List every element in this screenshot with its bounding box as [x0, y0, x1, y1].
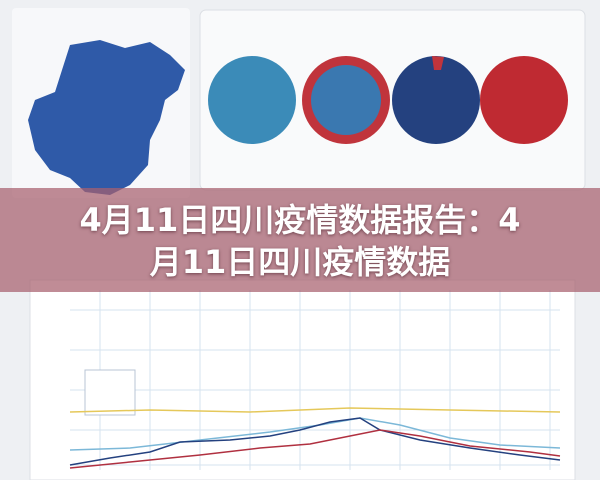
circle — [392, 56, 480, 144]
banner-text-wrap: 4月11日四川疫情数据报告：4月11日四川疫情数据 — [0, 196, 600, 286]
circle — [208, 56, 296, 144]
legend-box — [84, 369, 136, 416]
circle — [480, 56, 568, 144]
line — [69, 429, 561, 469]
banner-title: 4月11日四川疫情数据报告：4月11日四川疫情数据 — [79, 201, 521, 281]
grid — [70, 290, 560, 470]
line — [69, 417, 561, 451]
circle — [311, 65, 381, 135]
line — [69, 407, 561, 413]
map-shape — [28, 40, 185, 195]
circle-slice — [432, 56, 444, 70]
banner — [0, 188, 600, 292]
line — [69, 417, 561, 466]
